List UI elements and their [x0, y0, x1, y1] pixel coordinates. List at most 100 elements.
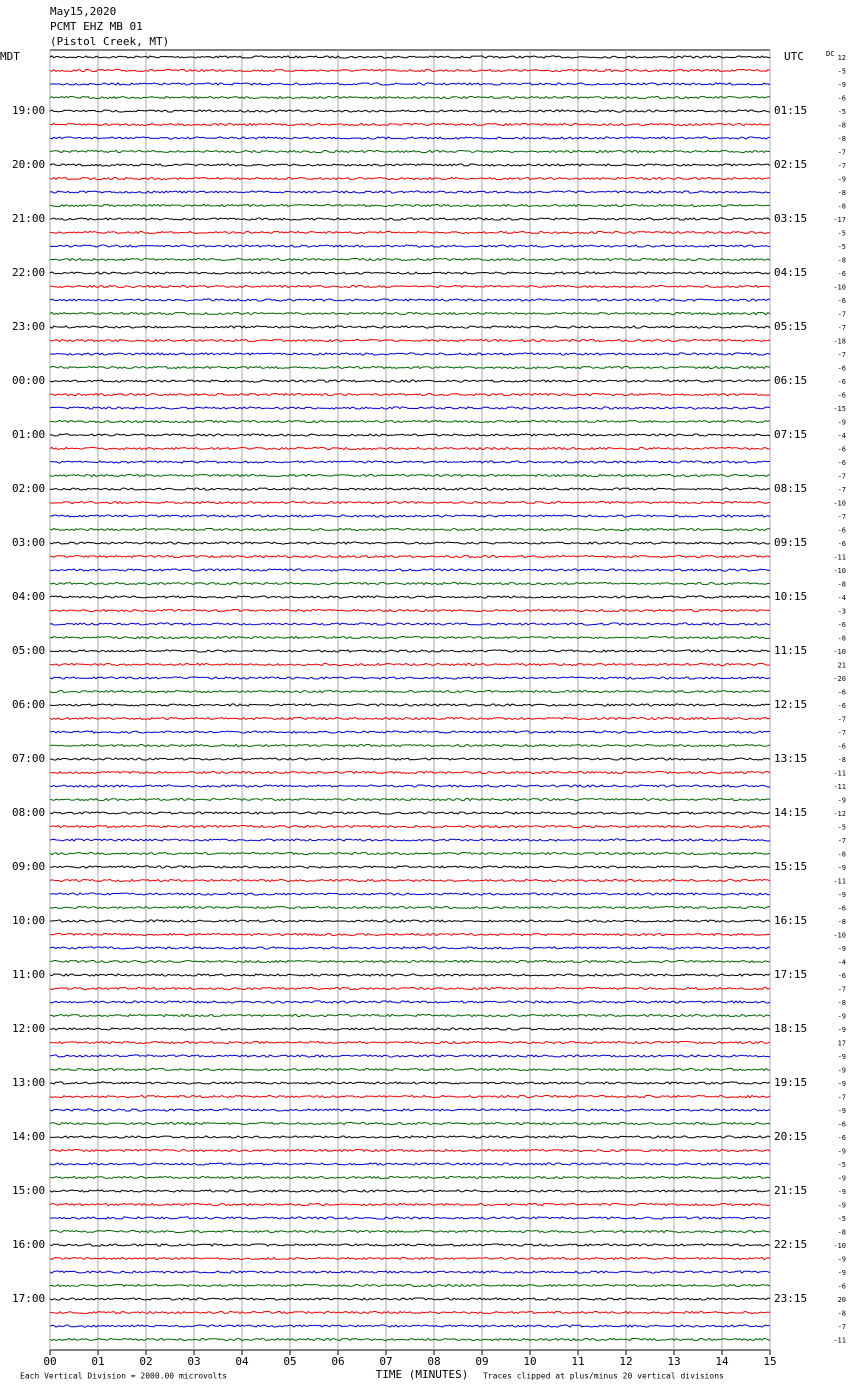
utc-label: 17:15	[774, 968, 807, 981]
dc-offset: -8	[838, 257, 846, 265]
dc-offset: -9	[838, 176, 846, 184]
dc-offset: -5	[838, 824, 846, 832]
trace	[49, 1094, 771, 1099]
dc-offset: -7	[838, 351, 846, 359]
trace	[49, 986, 771, 991]
x-tick-label: 00	[43, 1355, 56, 1368]
mdt-label: 02:00	[12, 482, 45, 495]
trace	[49, 487, 771, 491]
mdt-label: 23:00	[12, 320, 45, 333]
trace	[49, 959, 771, 964]
x-tick-label: 01	[91, 1355, 104, 1368]
trace	[49, 392, 771, 397]
mdt-label: 05:00	[12, 644, 45, 657]
x-tick-label: 14	[715, 1355, 729, 1368]
date: May15,2020	[50, 5, 116, 18]
dc-offset: -9	[838, 1026, 846, 1034]
x-tick-label: 11	[571, 1355, 584, 1368]
dc-offset: -8	[838, 918, 846, 926]
dc-offset: -6	[838, 689, 846, 697]
trace	[50, 892, 771, 896]
dc-offset: -5	[838, 1215, 846, 1223]
trace	[49, 797, 771, 802]
dc-offset: -6	[838, 378, 846, 386]
trace	[49, 784, 771, 788]
x-tick-label: 07	[379, 1355, 392, 1368]
dc-offset: -6	[838, 365, 846, 373]
trace	[49, 217, 771, 221]
mdt-label: 04:00	[12, 590, 45, 603]
dc-offset: -12	[833, 810, 846, 818]
trace	[49, 1000, 771, 1004]
dc-offset: -4	[838, 959, 846, 967]
trace	[49, 541, 771, 545]
dc-offset: -6	[838, 459, 846, 467]
utc-label: 01:15	[774, 104, 807, 117]
dc-offset: -9	[838, 797, 846, 805]
dc-offset: -20	[833, 675, 846, 683]
dc-offset: -8	[838, 122, 846, 130]
trace	[49, 446, 771, 451]
utc-label: 12:15	[774, 698, 807, 711]
trace	[49, 190, 771, 194]
dc-offset: -5	[838, 243, 846, 251]
dc-offset: -17	[833, 216, 846, 224]
x-tick-label: 03	[187, 1355, 200, 1368]
trace	[49, 581, 771, 586]
trace	[49, 635, 771, 640]
dc-offset: -10	[833, 1242, 846, 1250]
dc-offset: -5	[838, 108, 846, 116]
trace	[49, 1148, 771, 1153]
dc-offset: -6	[838, 95, 846, 103]
mdt-label: 20:00	[12, 158, 45, 171]
utc-label: 06:15	[774, 374, 807, 387]
trace	[49, 1013, 771, 1018]
right-title: UTC	[784, 50, 804, 63]
mdt-label: 15:00	[12, 1184, 45, 1197]
trace	[49, 527, 771, 532]
trace	[49, 352, 771, 356]
trace	[49, 730, 771, 734]
mdt-label: 12:00	[12, 1022, 45, 1035]
trace	[49, 311, 771, 316]
utc-label: 23:15	[774, 1292, 807, 1305]
dc-offset: -8	[838, 1310, 846, 1318]
trace	[49, 1121, 771, 1126]
trace	[49, 932, 771, 937]
trace	[49, 1108, 771, 1112]
dc-offset: -8	[838, 203, 846, 211]
trace	[49, 514, 771, 518]
trace	[49, 1256, 771, 1261]
mdt-label: 19:00	[12, 104, 45, 117]
x-tick-label: 12	[619, 1355, 632, 1368]
dc-offset: -9	[838, 945, 846, 953]
dc-offset: -15	[833, 405, 846, 413]
trace	[49, 595, 771, 599]
mdt-label: 07:00	[12, 752, 45, 765]
utc-label: 15:15	[774, 860, 807, 873]
trace	[49, 460, 771, 464]
dc-offset: -7	[838, 986, 846, 994]
trace	[49, 716, 771, 721]
dc-offset: -6	[838, 1121, 846, 1129]
trace	[50, 919, 771, 923]
trace	[49, 109, 771, 113]
trace	[49, 838, 771, 842]
trace	[49, 1135, 771, 1139]
dc-offset: -5	[838, 68, 846, 76]
trace	[49, 1324, 771, 1328]
trace	[49, 1162, 771, 1166]
footer-left: Each Vertical Division = 2000.00 microvo…	[20, 1372, 227, 1381]
dc-offset: -7	[838, 486, 846, 494]
trace	[49, 244, 771, 248]
trace	[49, 271, 771, 275]
dc-offset: -18	[833, 338, 846, 346]
trace	[49, 1054, 771, 1058]
dc-offset: -9	[838, 1269, 846, 1277]
utc-label: 22:15	[774, 1238, 807, 1251]
mdt-label: 22:00	[12, 266, 45, 279]
trace	[49, 473, 771, 478]
x-tick-label: 15	[763, 1355, 776, 1368]
dc-offset: -5	[838, 1161, 846, 1169]
trace	[49, 757, 771, 761]
